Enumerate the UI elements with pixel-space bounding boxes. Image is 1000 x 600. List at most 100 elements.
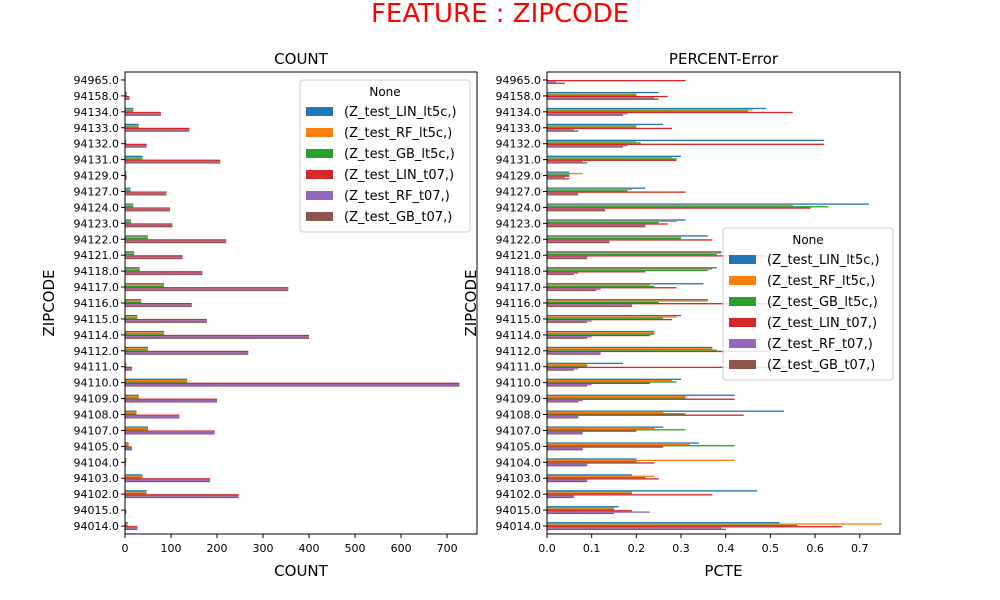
bar bbox=[547, 492, 632, 495]
bar bbox=[125, 93, 127, 95]
bar bbox=[125, 127, 190, 130]
bar bbox=[125, 401, 218, 403]
bar bbox=[547, 430, 637, 432]
y-tick-label: 94127.0 bbox=[74, 185, 120, 198]
y-tick-label: 94107.0 bbox=[74, 424, 120, 437]
bar bbox=[125, 239, 227, 241]
bar bbox=[547, 172, 583, 175]
bar bbox=[125, 255, 183, 257]
bar bbox=[125, 289, 289, 292]
bar bbox=[547, 380, 673, 382]
bar bbox=[125, 94, 127, 96]
bar bbox=[125, 194, 167, 196]
y-tick-label: 94158.0 bbox=[74, 90, 120, 103]
y-tick-label: 94124.0 bbox=[496, 201, 542, 214]
x-tick-label: 0.1 bbox=[583, 542, 601, 555]
y-tick-label: 94131.0 bbox=[496, 154, 542, 167]
bar bbox=[547, 414, 744, 416]
bar bbox=[125, 410, 137, 412]
bar bbox=[547, 155, 682, 157]
bar bbox=[125, 203, 134, 205]
bar bbox=[125, 492, 147, 495]
bar bbox=[547, 176, 565, 179]
bar bbox=[125, 364, 127, 366]
bar bbox=[125, 458, 127, 460]
bar bbox=[547, 239, 713, 241]
bar bbox=[125, 301, 142, 303]
bar bbox=[125, 223, 173, 225]
bar bbox=[547, 160, 583, 163]
bar bbox=[125, 369, 132, 371]
x-tick-label: 300 bbox=[253, 542, 274, 555]
bar bbox=[547, 203, 869, 205]
bar bbox=[547, 381, 677, 383]
bar bbox=[125, 479, 211, 481]
bar bbox=[547, 464, 588, 467]
bar bbox=[547, 527, 722, 529]
bar bbox=[547, 368, 579, 370]
bar bbox=[547, 334, 650, 337]
bar bbox=[125, 236, 149, 238]
bar bbox=[547, 398, 735, 400]
bar bbox=[547, 378, 682, 380]
bar bbox=[547, 240, 610, 242]
y-tick-label: 94124.0 bbox=[74, 201, 120, 214]
bar bbox=[125, 442, 129, 444]
bar bbox=[125, 353, 249, 355]
bar bbox=[125, 491, 147, 493]
bar bbox=[547, 349, 717, 351]
legend-title: None bbox=[369, 85, 400, 99]
bar bbox=[125, 415, 180, 418]
y-tick-label: 94118.0 bbox=[496, 265, 542, 278]
y-axis-label: ZIPCODE bbox=[462, 269, 480, 336]
bar bbox=[547, 479, 588, 481]
bar bbox=[125, 524, 128, 527]
bar bbox=[125, 352, 249, 354]
bar bbox=[547, 207, 811, 209]
bar bbox=[125, 411, 137, 414]
x-tick-label: 400 bbox=[299, 542, 320, 555]
bar bbox=[125, 427, 149, 430]
panel-title: PERCENT-Error bbox=[669, 50, 779, 68]
bar bbox=[125, 399, 218, 402]
bar bbox=[547, 127, 673, 130]
x-tick-label: 0.0 bbox=[538, 542, 556, 555]
bar bbox=[547, 284, 650, 286]
bar bbox=[125, 429, 149, 431]
y-tick-label: 94118.0 bbox=[74, 265, 120, 278]
bar bbox=[547, 188, 632, 191]
bar bbox=[125, 332, 165, 334]
y-tick-label: 94131.0 bbox=[74, 154, 120, 167]
bar bbox=[547, 337, 588, 339]
bar bbox=[547, 220, 677, 223]
bar bbox=[547, 508, 615, 511]
bar bbox=[547, 139, 825, 142]
bar bbox=[547, 125, 637, 127]
bar bbox=[547, 366, 793, 369]
bar bbox=[125, 433, 215, 435]
bar bbox=[547, 129, 574, 131]
x-tick-label: 0.4 bbox=[717, 542, 735, 555]
bar bbox=[125, 171, 127, 173]
bar bbox=[547, 458, 637, 460]
bar bbox=[125, 110, 134, 112]
bar bbox=[547, 490, 758, 492]
bar bbox=[125, 190, 131, 192]
bar bbox=[125, 251, 135, 253]
bar bbox=[125, 381, 188, 383]
y-tick-label: 94116.0 bbox=[74, 297, 120, 310]
legend-title: None bbox=[792, 233, 823, 247]
y-tick-label: 94014.0 bbox=[496, 520, 542, 533]
bar bbox=[125, 397, 139, 399]
bar bbox=[547, 159, 677, 161]
bar bbox=[547, 142, 641, 144]
bar bbox=[125, 285, 165, 288]
legend-label: (Z_test_GB_lt5c,) bbox=[344, 147, 455, 162]
y-tick-label: 94103.0 bbox=[496, 472, 542, 485]
bar bbox=[547, 491, 632, 493]
bar bbox=[125, 235, 149, 237]
y-tick-label: 94123.0 bbox=[74, 217, 120, 230]
legend-label: (Z_test_RF_lt5c,) bbox=[767, 274, 875, 289]
bar bbox=[547, 397, 686, 399]
bar bbox=[125, 494, 239, 496]
